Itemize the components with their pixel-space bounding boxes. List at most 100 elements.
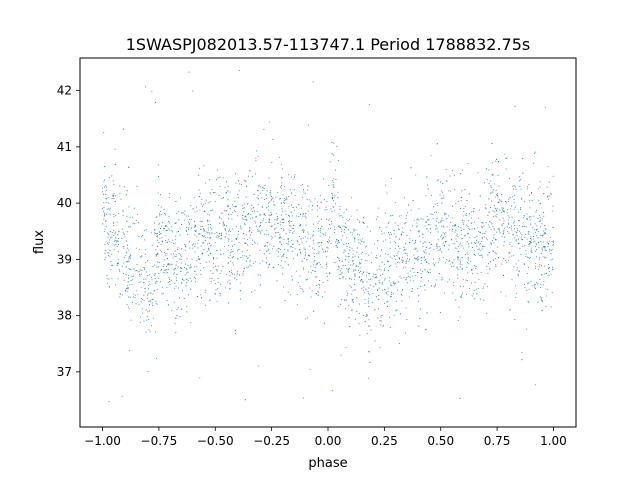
data-point — [502, 232, 504, 234]
data-point — [485, 230, 487, 232]
data-point — [460, 229, 462, 231]
data-point — [270, 195, 273, 197]
data-point — [540, 264, 542, 267]
data-point — [266, 250, 268, 252]
data-point — [314, 198, 316, 200]
data-point — [245, 216, 247, 218]
data-point — [259, 274, 261, 276]
data-point — [149, 283, 151, 285]
data-point — [459, 285, 462, 287]
data-point — [393, 229, 395, 232]
data-point — [462, 285, 465, 288]
data-point — [166, 299, 168, 302]
data-point — [400, 215, 402, 217]
data-point — [159, 228, 162, 230]
data-point — [343, 252, 345, 254]
data-point — [363, 292, 365, 294]
data-point — [437, 231, 439, 233]
data-point — [226, 225, 228, 227]
data-point — [529, 200, 531, 202]
data-point — [167, 239, 169, 241]
data-point — [174, 238, 176, 240]
data-point — [249, 226, 251, 228]
data-point — [422, 218, 424, 220]
data-point — [219, 293, 221, 295]
data-point — [369, 361, 371, 363]
data-point — [445, 241, 447, 243]
data-point — [454, 225, 456, 227]
data-point — [119, 192, 121, 194]
data-point — [300, 185, 302, 187]
data-point — [282, 255, 284, 257]
data-point — [359, 239, 361, 241]
data-point — [550, 249, 552, 251]
data-point — [414, 258, 416, 260]
data-point — [153, 222, 155, 224]
data-point — [250, 231, 253, 233]
data-point — [178, 211, 180, 213]
data-point — [208, 214, 210, 216]
data-point — [403, 232, 405, 234]
data-point — [178, 253, 180, 255]
data-point — [289, 231, 291, 233]
data-point — [148, 300, 150, 303]
data-point — [130, 319, 132, 321]
data-point — [494, 252, 496, 254]
data-point — [435, 220, 437, 222]
data-point — [348, 218, 351, 220]
data-point — [361, 258, 363, 260]
data-point — [319, 284, 321, 286]
data-point — [237, 270, 239, 272]
data-point — [534, 151, 537, 153]
data-point — [348, 261, 350, 263]
x-tick-label: 0.25 — [371, 434, 398, 448]
data-point — [508, 252, 510, 254]
data-point — [453, 285, 455, 287]
data-point — [283, 286, 285, 288]
data-point — [250, 265, 252, 267]
data-point — [454, 224, 456, 226]
data-point — [390, 215, 392, 217]
data-point — [274, 218, 276, 221]
data-point — [204, 239, 207, 241]
data-point — [163, 208, 165, 211]
data-point — [232, 262, 234, 264]
data-point — [239, 225, 242, 227]
data-point — [237, 215, 239, 217]
data-point — [534, 384, 536, 386]
data-point — [461, 256, 463, 258]
data-point — [551, 291, 553, 294]
data-point — [347, 268, 349, 270]
data-point — [259, 225, 261, 227]
data-point — [186, 227, 188, 229]
data-point — [131, 283, 133, 285]
data-point — [226, 191, 228, 193]
data-point — [368, 287, 370, 289]
data-point — [316, 262, 318, 264]
data-point — [518, 220, 520, 222]
data-point — [520, 236, 522, 238]
data-point — [304, 248, 306, 250]
data-point — [305, 217, 307, 219]
data-point — [529, 223, 532, 225]
data-point — [231, 245, 234, 247]
data-point — [538, 241, 540, 243]
data-point — [235, 211, 237, 213]
data-point — [350, 231, 352, 233]
data-point — [382, 324, 384, 326]
data-point — [238, 183, 240, 185]
data-point — [544, 249, 546, 251]
data-point — [315, 276, 317, 278]
data-point — [514, 106, 516, 108]
data-point — [254, 173, 257, 175]
data-point — [503, 274, 505, 276]
data-point — [545, 305, 547, 308]
data-point — [354, 240, 356, 242]
data-point — [405, 217, 407, 219]
data-point — [398, 262, 400, 264]
data-point — [129, 350, 131, 352]
data-point — [186, 311, 188, 313]
data-point — [417, 230, 420, 232]
data-point — [445, 213, 447, 215]
data-point — [175, 332, 177, 334]
